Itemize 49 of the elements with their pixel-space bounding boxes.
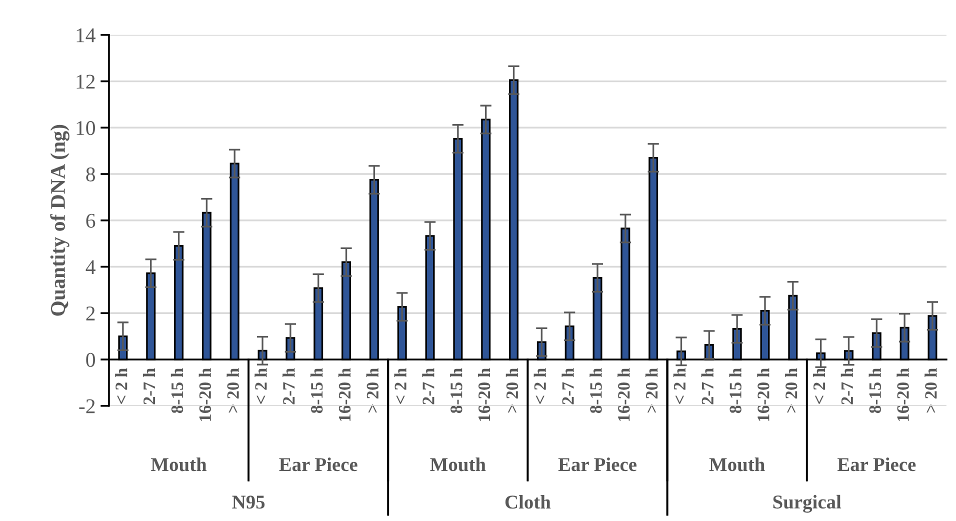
x-tick-label: 16-20 h xyxy=(478,368,490,421)
x-tick-label: < 2 h xyxy=(673,368,686,404)
y-tick-label: 0 xyxy=(86,352,95,367)
y-axis-title: Quantity of DNA (ng) xyxy=(50,124,70,316)
x-tick-label: 8-15 h xyxy=(450,368,462,414)
y-tick-label: 2 xyxy=(86,306,95,320)
x-tick-label: 2-7 h xyxy=(701,368,714,404)
x-tick-label: > 20 h xyxy=(924,368,937,413)
x-tick-label: 2-7 h xyxy=(142,368,156,404)
x-tick-label: 8-15 h xyxy=(729,368,742,414)
x-tick-label: < 2 h xyxy=(534,368,546,404)
x-tick-label: 8-15 h xyxy=(170,368,184,414)
text: Cloth xyxy=(505,494,551,509)
x-tick-label: 2-7 h xyxy=(422,368,434,404)
y-tick-label: 6 xyxy=(86,214,96,228)
x-tick-label: > 20 h xyxy=(506,368,518,413)
text: Mouth xyxy=(709,457,765,472)
text: Mouth xyxy=(151,457,207,472)
text: Ear Piece xyxy=(837,457,916,472)
y-tick-label: -2 xyxy=(79,399,95,414)
x-tick-label: 16-20 h xyxy=(896,368,909,421)
x-tick-label: 2-7 h xyxy=(282,368,295,404)
x-tick-label: < 2 h xyxy=(394,368,406,404)
x-tick-label: < 2 h xyxy=(812,368,825,404)
x-tick-label: > 20 h xyxy=(226,368,239,413)
text: N95 xyxy=(232,496,265,509)
x-tick-label: 2-7 h xyxy=(840,368,853,404)
y-tick-label: 12 xyxy=(76,74,95,89)
y-tick-label: 4 xyxy=(86,260,96,274)
text: Ear Piece xyxy=(558,457,636,472)
y-tick-label: 10 xyxy=(76,121,95,136)
x-tick-label: 8-15 h xyxy=(310,368,323,414)
x-tick-label: > 20 h xyxy=(645,368,658,413)
text: Ear Piece xyxy=(279,457,358,472)
x-tick-label: > 20 h xyxy=(785,368,798,413)
x-tick-label: 16-20 h xyxy=(338,368,351,421)
y-tick-label: 14 xyxy=(76,28,96,42)
x-tick-label: 16-20 h xyxy=(198,368,212,421)
text: Surgical xyxy=(773,494,842,513)
x-tick-label: < 2 h xyxy=(254,368,267,404)
text: Mouth xyxy=(430,457,486,472)
x-tick-label: 16-20 h xyxy=(757,368,770,421)
x-tick-label: 8-15 h xyxy=(868,368,881,414)
x-tick-label: > 20 h xyxy=(366,368,379,413)
x-tick-label: 8-15 h xyxy=(590,368,602,414)
x-tick-label: < 2 h xyxy=(115,368,128,404)
x-tick-label: 16-20 h xyxy=(618,368,630,421)
y-tick-label: 8 xyxy=(86,167,95,182)
x-tick-label: 2-7 h xyxy=(562,368,574,404)
